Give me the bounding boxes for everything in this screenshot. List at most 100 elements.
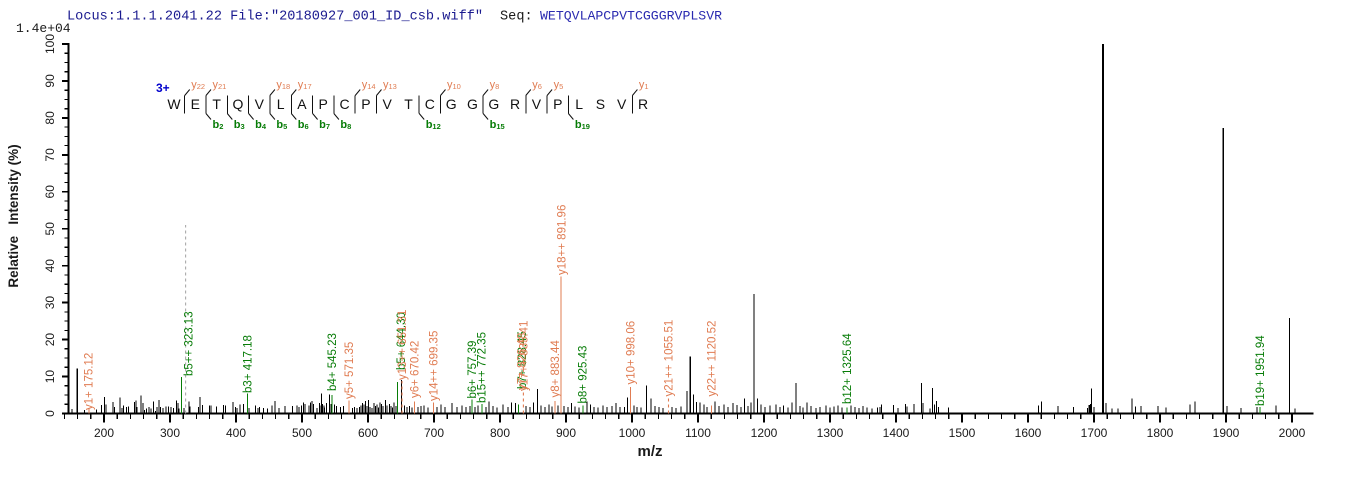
- svg-text:V: V: [617, 96, 627, 112]
- svg-text:y6+ 670.42: y6+ 670.42: [410, 341, 422, 398]
- svg-text:S: S: [596, 96, 605, 112]
- svg-text:b15++ 772.35: b15++ 772.35: [477, 332, 489, 403]
- svg-text:30: 30: [43, 296, 57, 310]
- svg-text:1700: 1700: [1081, 426, 1108, 440]
- svg-text:y18: y18: [276, 79, 290, 91]
- svg-text:b6: b6: [298, 119, 309, 131]
- svg-text:90: 90: [43, 74, 57, 88]
- svg-text:y22++ 1120.52: y22++ 1120.52: [706, 321, 718, 397]
- svg-text:b3: b3: [234, 119, 245, 131]
- svg-text:b2: b2: [213, 119, 224, 131]
- svg-text:Q: Q: [233, 96, 244, 112]
- svg-text:b7+ 828.45: b7+ 828.45: [517, 331, 529, 389]
- svg-text:1400: 1400: [883, 426, 910, 440]
- svg-text:800: 800: [490, 426, 510, 440]
- svg-text:y5: y5: [554, 79, 564, 91]
- svg-text:20: 20: [43, 333, 57, 347]
- svg-text:b12: b12: [426, 119, 441, 131]
- svg-text:70: 70: [43, 148, 57, 162]
- svg-text:y7+ 826.48: y7+ 826.48: [517, 333, 529, 390]
- svg-text:60: 60: [43, 185, 57, 199]
- svg-text:y18++ 891.96: y18++ 891.96: [557, 205, 569, 275]
- svg-text:1800: 1800: [1147, 426, 1174, 440]
- svg-text:300: 300: [160, 426, 180, 440]
- svg-text:Locus:1.1.1.2041.22 File:"2018: Locus:1.1.1.2041.22 File:"20180927_001_I…: [67, 10, 483, 25]
- svg-text:C: C: [340, 96, 350, 112]
- svg-text:y6: y6: [532, 79, 542, 91]
- svg-text:G: G: [467, 96, 478, 112]
- svg-text:b4+ 545.23: b4+ 545.23: [327, 333, 339, 391]
- svg-text:b19: b19: [575, 119, 590, 131]
- svg-text:R: R: [638, 96, 648, 112]
- svg-text:C: C: [425, 96, 435, 112]
- svg-text:200: 200: [94, 426, 114, 440]
- svg-text:b4: b4: [255, 119, 267, 131]
- svg-text:900: 900: [556, 426, 576, 440]
- svg-text:WETQVLAPCPVTCGGGRVPLSVR: WETQVLAPCPVTCGGGRVPLSVR: [540, 9, 722, 24]
- svg-text:y17++ 835.41: y17++ 835.41: [518, 321, 530, 391]
- svg-text:1100: 1100: [685, 426, 711, 440]
- svg-text:1500: 1500: [949, 426, 976, 440]
- svg-text:b5+ 644.30: b5+ 644.30: [396, 312, 408, 370]
- svg-text:3+: 3+: [156, 81, 170, 95]
- svg-text:V: V: [532, 96, 542, 112]
- svg-text:y1: y1: [639, 79, 649, 91]
- svg-text:y14++ 699.35: y14++ 699.35: [429, 331, 441, 401]
- svg-text:y5+ 571.35: y5+ 571.35: [344, 342, 356, 399]
- svg-text:1000: 1000: [619, 426, 646, 440]
- svg-text:L: L: [277, 96, 285, 112]
- svg-text:50: 50: [43, 222, 57, 236]
- svg-text:b19+ 1951.94: b19+ 1951.94: [1255, 335, 1267, 406]
- svg-text:T: T: [212, 96, 221, 112]
- svg-text:G: G: [488, 96, 499, 112]
- svg-text:80: 80: [43, 111, 57, 125]
- svg-text:y17: y17: [298, 79, 312, 91]
- svg-text:y21: y21: [213, 79, 227, 91]
- svg-text:y10+ 998.06: y10+ 998.06: [626, 321, 638, 385]
- svg-text:1200: 1200: [751, 426, 778, 440]
- svg-text:y22: y22: [191, 79, 205, 91]
- svg-text:1600: 1600: [1015, 426, 1042, 440]
- svg-text:Seq:: Seq:: [500, 10, 533, 25]
- svg-text:b7: b7: [319, 119, 330, 131]
- svg-text:b6+ 757.39: b6+ 757.39: [467, 341, 479, 399]
- svg-text:b5: b5: [276, 119, 287, 131]
- svg-text:b5++ 323.13: b5++ 323.13: [184, 311, 196, 376]
- svg-text:b12+ 1325.64: b12+ 1325.64: [842, 333, 854, 404]
- svg-text:0: 0: [43, 410, 57, 417]
- svg-text:700: 700: [424, 426, 444, 440]
- svg-text:Relative Intensity (%): Relative Intensity (%): [6, 144, 21, 287]
- svg-text:600: 600: [358, 426, 378, 440]
- svg-text:100: 100: [43, 34, 57, 54]
- svg-text:y8: y8: [490, 79, 500, 91]
- svg-text:V: V: [383, 96, 393, 112]
- svg-text:1300: 1300: [817, 426, 844, 440]
- svg-text:b3+ 417.18: b3+ 417.18: [242, 335, 254, 393]
- svg-text:W: W: [167, 96, 181, 112]
- svg-text:P: P: [319, 96, 328, 112]
- svg-text:400: 400: [226, 426, 246, 440]
- svg-text:L: L: [575, 96, 583, 112]
- svg-text:G: G: [446, 96, 457, 112]
- svg-text:b15: b15: [490, 119, 505, 131]
- svg-text:m/z: m/z: [637, 443, 662, 460]
- svg-text:y13: y13: [383, 79, 397, 91]
- svg-text:b8: b8: [340, 119, 351, 131]
- svg-text:10: 10: [43, 370, 57, 384]
- svg-text:y1+ 175.12: y1+ 175.12: [83, 353, 95, 410]
- svg-text:y8+ 883.44: y8+ 883.44: [550, 340, 562, 398]
- svg-text:500: 500: [292, 426, 312, 440]
- svg-text:y21++ 1055.51: y21++ 1055.51: [664, 320, 676, 397]
- svg-text:P: P: [553, 96, 562, 112]
- svg-text:V: V: [255, 96, 265, 112]
- svg-text:b8+ 925.43: b8+ 925.43: [578, 346, 590, 404]
- svg-text:y14: y14: [362, 79, 376, 91]
- svg-text:T: T: [404, 96, 413, 112]
- svg-text:2000: 2000: [1279, 426, 1306, 440]
- svg-text:P: P: [361, 96, 370, 112]
- svg-text:y13++ 651.31: y13++ 651.31: [397, 310, 409, 380]
- svg-text:R: R: [510, 96, 520, 112]
- svg-text:E: E: [191, 96, 200, 112]
- svg-text:1900: 1900: [1213, 426, 1240, 440]
- svg-text:y10: y10: [447, 79, 461, 91]
